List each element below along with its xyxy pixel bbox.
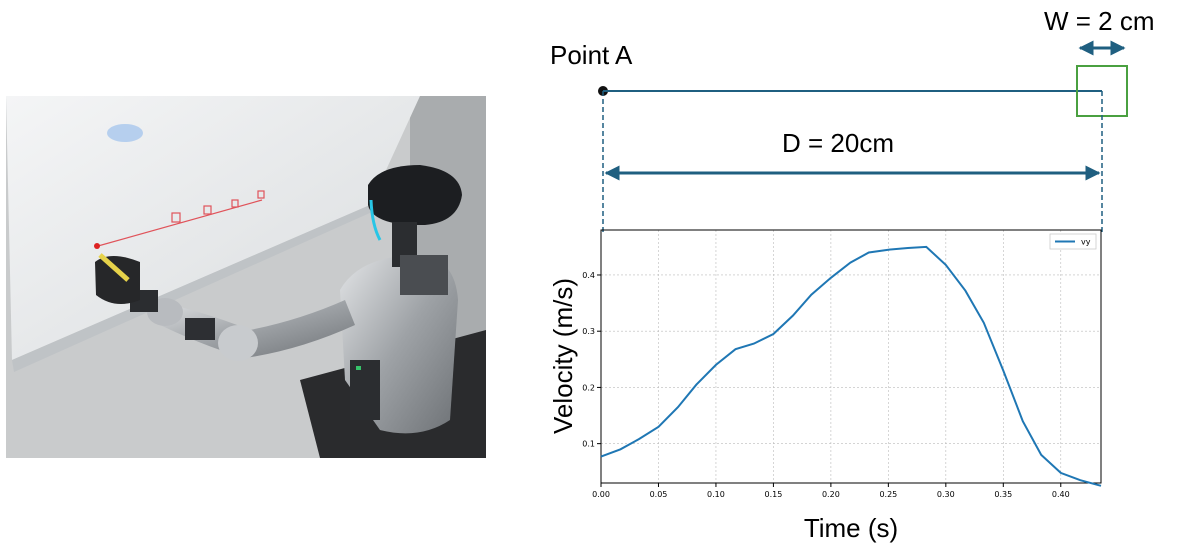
width-label: W = 2 cm bbox=[1044, 6, 1155, 36]
x-tick-label: 0.00 bbox=[592, 490, 610, 499]
robot-photo bbox=[6, 96, 486, 458]
marker-pen bbox=[98, 253, 130, 282]
y-axis-label: Velocity (m/s) bbox=[548, 278, 578, 434]
series-line-vy bbox=[600, 245, 1102, 487]
chart-grid bbox=[600, 230, 1101, 483]
distance-label: D = 20cm bbox=[782, 128, 894, 158]
x-tick-label: 0.25 bbox=[879, 490, 897, 499]
point-a-mark bbox=[94, 243, 100, 249]
x-tick-label: 0.15 bbox=[765, 490, 783, 499]
legend: vy bbox=[1049, 233, 1097, 250]
plot-frame bbox=[600, 229, 1102, 484]
x-tick-label: 0.05 bbox=[650, 490, 668, 499]
robot-hand bbox=[95, 256, 140, 304]
y-tick-label: 0.4 bbox=[582, 271, 595, 280]
y-tick-label: 0.1 bbox=[582, 440, 595, 449]
robot bbox=[95, 165, 462, 434]
marker-drawing bbox=[97, 190, 265, 247]
x-tick-label: 0.20 bbox=[822, 490, 840, 499]
x-tick-label: 0.35 bbox=[994, 490, 1012, 499]
x-tick-label: 0.10 bbox=[707, 490, 725, 499]
light-reflection bbox=[107, 124, 143, 142]
x-axis-label: Time (s) bbox=[804, 513, 898, 543]
x-tick-label: 0.30 bbox=[937, 490, 955, 499]
x-tick-label: 0.40 bbox=[1052, 490, 1070, 499]
legend-label: vy bbox=[1081, 238, 1091, 247]
robot-head bbox=[368, 165, 462, 225]
velocity-chart: 0.00 0.05 0.10 0.15 0.20 0.25 0.30 0.35 0.40 0.1 0… bbox=[582, 229, 1102, 499]
y-tick-label: 0.2 bbox=[582, 383, 595, 392]
point-a-label: Point A bbox=[550, 40, 633, 70]
y-tick-label: 0.3 bbox=[582, 327, 595, 336]
